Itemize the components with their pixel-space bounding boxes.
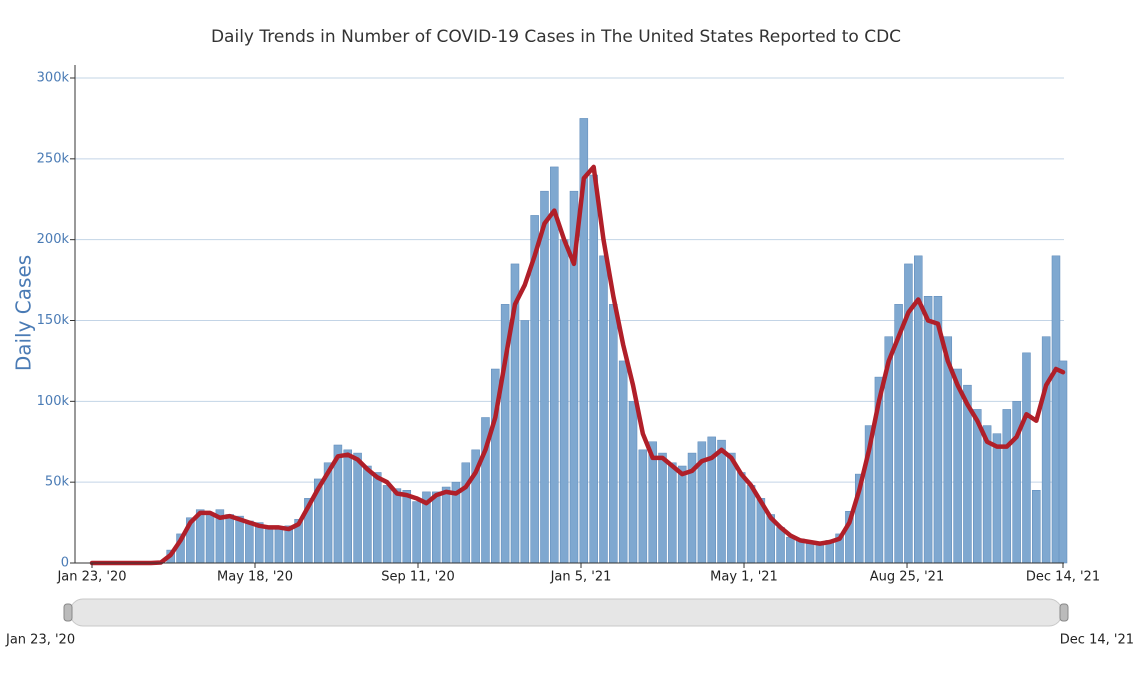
bar: [992, 433, 1002, 564]
x-tick-label: Jan 5, '21: [550, 570, 612, 585]
chart-title: Daily Trends in Number of COVID-19 Cases…: [211, 27, 901, 47]
bar: [776, 527, 785, 564]
bar: [717, 439, 726, 564]
bar: [382, 485, 392, 564]
bar: [1058, 360, 1068, 564]
y-tick-label: 300k: [37, 71, 70, 86]
bar: [973, 409, 982, 564]
bar: [274, 527, 284, 564]
x-tick-label: May 18, '20: [217, 570, 293, 585]
bars: [156, 118, 1068, 564]
y-tick-label: 150k: [37, 313, 70, 328]
bar: [668, 462, 677, 564]
bar: [786, 536, 795, 564]
y-axis-title: Daily Cases: [12, 255, 36, 371]
bar: [520, 320, 530, 564]
bar: [284, 525, 293, 564]
bar: [235, 515, 244, 564]
bar: [392, 488, 402, 564]
grid: [75, 77, 1064, 564]
bar: [441, 486, 451, 564]
bar: [550, 166, 559, 564]
bar: [628, 401, 638, 564]
bar: [353, 452, 362, 564]
bar: [412, 501, 421, 564]
bar: [727, 452, 736, 564]
x-tick-label: Sep 11, '20: [381, 570, 455, 585]
bar: [540, 190, 549, 564]
bar: [677, 465, 687, 564]
bar: [363, 465, 372, 564]
x-tick-label: May 1, '21: [710, 570, 778, 585]
bar: [402, 490, 412, 564]
bar: [373, 472, 382, 564]
bar: [982, 425, 992, 564]
bar: [805, 543, 815, 564]
bar: [225, 514, 234, 564]
bar: [343, 449, 352, 564]
bar: [658, 452, 667, 564]
y-tick-label: 0: [61, 556, 69, 571]
y-tick-label: 250k: [37, 151, 70, 166]
y-tick-label: 100k: [37, 394, 70, 409]
bar: [1022, 352, 1031, 564]
bar: [1041, 336, 1051, 564]
x-tick-label: Dec 14, '21: [1026, 570, 1100, 585]
bar: [461, 462, 471, 564]
bar: [953, 368, 962, 564]
lines: [89, 164, 1066, 566]
x-tick-label: Aug 25, '21: [870, 570, 944, 585]
bar: [432, 491, 441, 564]
bar: [589, 174, 598, 564]
bar: [638, 449, 648, 564]
y-tick-label: 50k: [45, 475, 70, 490]
ticks: 0 50k 100k 150k 200k 250k 300k Jan 23, '20 May 1…: [37, 71, 1100, 585]
bar: [559, 239, 569, 564]
bar: [599, 255, 608, 564]
bar: [254, 522, 264, 564]
range-handle-right[interactable]: [1059, 603, 1069, 622]
bar: [618, 360, 628, 564]
bar: [1032, 490, 1041, 564]
x-tick-label: Jan 23, '20: [56, 570, 126, 585]
bar: [923, 296, 933, 564]
bar: [205, 514, 215, 564]
bar: [264, 525, 274, 564]
range-handle-left[interactable]: [63, 603, 73, 622]
bar: [609, 304, 618, 564]
bar: [736, 472, 746, 564]
y-tick-label: 200k: [37, 232, 70, 247]
trend-line: [89, 164, 1066, 566]
bar: [1002, 409, 1012, 564]
bar: [746, 485, 756, 564]
range-end-label: Dec 14, '21: [1060, 633, 1134, 648]
bar: [245, 520, 254, 564]
range-navigator[interactable]: [69, 598, 1063, 627]
range-start-label: Jan 23, '20: [5, 633, 75, 648]
